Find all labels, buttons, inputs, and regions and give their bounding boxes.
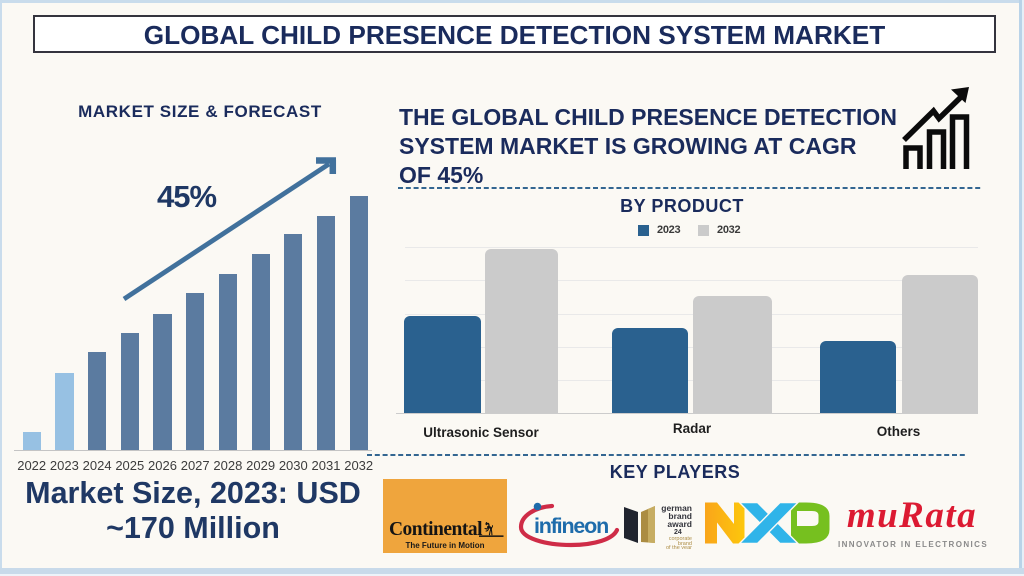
svg-text:infineon: infineon bbox=[534, 514, 608, 538]
svg-text:award: award bbox=[667, 519, 692, 529]
svg-text:brand: brand bbox=[668, 511, 692, 521]
svg-text:corporate: corporate bbox=[669, 536, 692, 542]
svg-text:brand: brand bbox=[678, 541, 692, 547]
svg-text:of the year: of the year bbox=[666, 545, 692, 549]
svg-text:german: german bbox=[661, 503, 692, 513]
svg-text:24: 24 bbox=[674, 529, 682, 536]
